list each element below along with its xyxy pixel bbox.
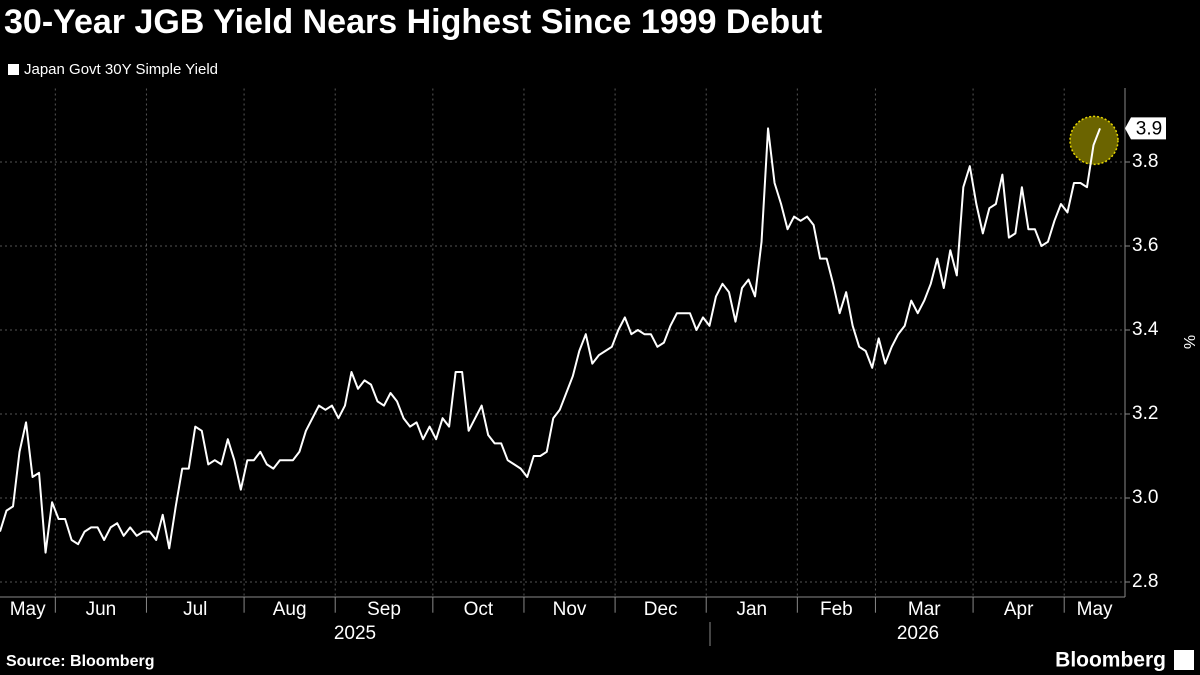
x-tick-label: Mar [908,599,941,620]
x-tick-label: May [10,599,46,620]
series-line [0,127,1101,554]
last-point-highlight [1069,115,1119,166]
x-tick-label: Apr [1004,599,1034,620]
x-tick-label: Sep [367,599,401,620]
value-label-box [1125,117,1166,140]
x-tick-label: Dec [644,599,678,620]
x-tick-label: Aug [273,599,307,620]
value-label: 3.9 [1136,118,1162,139]
x-tick-label: May [1077,599,1113,620]
x-tick-label: Jul [183,599,207,620]
legend-swatch [8,64,19,75]
x-tick-label: Jun [86,599,117,620]
y-tick-label: 3.4 [1132,319,1159,340]
x-tick-label: Jan [736,599,767,620]
brand-logo: Bloomberg [1055,649,1166,672]
year-label: 2026 [897,623,939,644]
y-tick-label: 3.0 [1132,487,1158,508]
x-tick-label: Nov [553,599,587,620]
y-tick-label: 3.8 [1132,151,1158,172]
x-tick-label: Oct [464,599,494,620]
y-axis-label: % [1180,335,1197,349]
chart-title: 30-Year JGB Yield Nears Highest Since 19… [4,3,822,41]
legend-label: Japan Govt 30Y Simple Yield [24,61,218,78]
x-tick-label: Feb [820,599,853,620]
y-tick-label: 3.2 [1132,403,1158,424]
brand-icon [1174,650,1194,670]
year-label: 2025 [334,623,376,644]
y-tick-label: 3.6 [1132,235,1158,256]
source: Source: Bloomberg [6,653,154,670]
y-tick-label: 2.8 [1132,571,1158,592]
